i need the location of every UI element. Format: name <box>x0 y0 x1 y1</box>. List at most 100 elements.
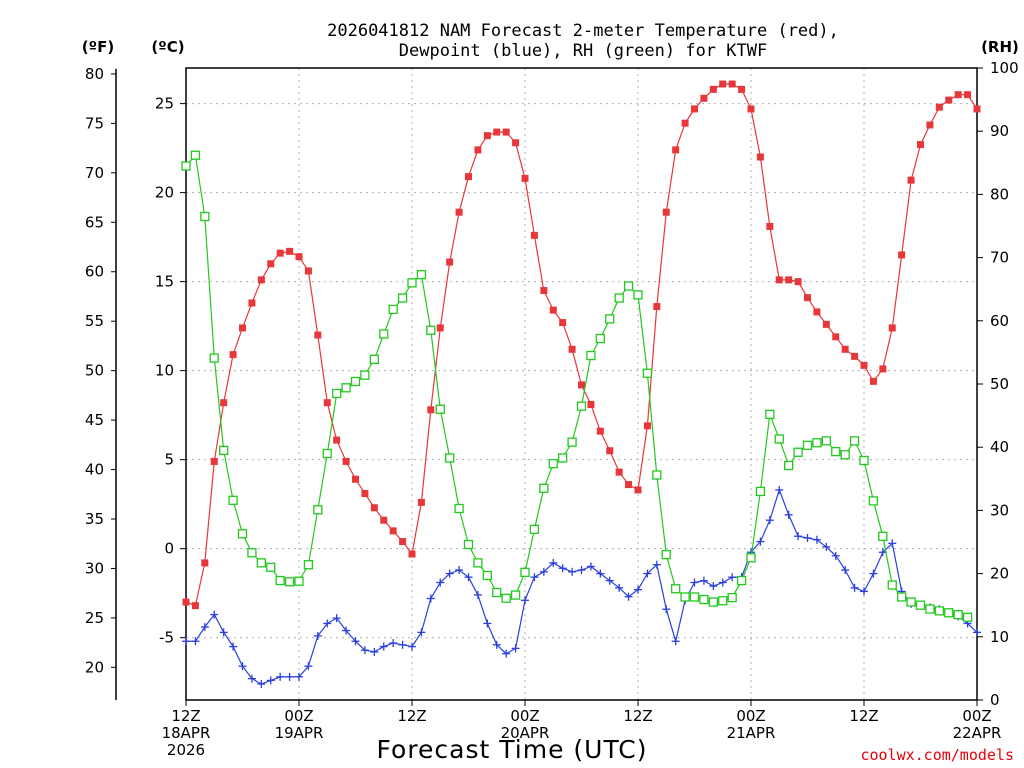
rh-tick-label: 80 <box>990 185 1009 203</box>
rh-point <box>416 270 427 280</box>
rh-point <box>181 161 191 171</box>
temperature-point <box>276 249 284 257</box>
rh-point <box>256 558 266 568</box>
rh-point <box>897 592 907 602</box>
temperature-point <box>964 91 972 99</box>
rh-point <box>228 495 238 505</box>
temperature-point <box>719 80 727 88</box>
celsius-tick-label: -5 <box>159 629 174 647</box>
rh-point <box>652 470 662 480</box>
temperature-point <box>907 176 915 184</box>
dewpoint-point <box>775 485 784 494</box>
dewpoint-point <box>577 566 586 575</box>
x-tick-label: 21APR <box>727 724 776 742</box>
dewpoint-point <box>888 539 897 548</box>
temperature-point <box>239 324 246 332</box>
temperature-point <box>568 345 576 353</box>
temperature-point <box>427 406 435 414</box>
temperature-point <box>728 80 736 88</box>
dewpoint-point <box>266 676 275 685</box>
dewpoint-point <box>718 578 727 587</box>
rh-point <box>944 608 954 618</box>
temperature-series-line <box>185 83 978 607</box>
rh-point <box>821 436 831 446</box>
temperature-point <box>295 253 303 261</box>
rh-point <box>633 290 643 300</box>
rh-point <box>379 329 389 339</box>
temperature-point <box>766 222 774 230</box>
temperature-point <box>530 231 538 239</box>
dewpoint-point <box>191 637 200 646</box>
dewpoint-point <box>615 583 624 592</box>
temperature-point <box>314 331 322 339</box>
temperature-point <box>945 96 953 104</box>
fahrenheit-tick-label: 50 <box>85 362 104 380</box>
rh-point <box>482 570 492 581</box>
dewpoint-point <box>643 569 652 578</box>
dewpoint-point <box>257 679 266 688</box>
x-tick-label: 12Z <box>171 707 200 725</box>
dewpoint-point <box>699 576 708 585</box>
rh-point <box>680 592 690 602</box>
dewpoint-point <box>728 573 737 582</box>
rh-point <box>934 606 944 616</box>
fahrenheit-tick-label: 70 <box>85 164 104 182</box>
temperature-point <box>625 481 633 489</box>
rh-point <box>200 211 210 222</box>
rh-point <box>746 553 756 563</box>
temperature-point <box>352 475 359 483</box>
temperature-point <box>672 146 680 154</box>
temperature-point <box>549 306 557 314</box>
rh-point <box>576 401 587 411</box>
x-tick-label: 12Z <box>849 707 878 725</box>
temperature-point <box>578 381 585 389</box>
dewpoint-point <box>200 623 209 632</box>
dewpoint-point <box>634 585 642 594</box>
x-axis-title: Forecast Time (UTC) <box>377 735 648 764</box>
temperature-point <box>540 287 548 295</box>
dewpoint-point <box>238 662 247 671</box>
dewpoint-point <box>812 535 821 544</box>
dewpoint-point <box>662 605 671 614</box>
temperature-point <box>323 399 331 407</box>
dewpoint-point <box>841 566 850 575</box>
credit-link[interactable]: coolwx.com/models <box>860 746 1014 764</box>
rh-series-line <box>185 153 968 618</box>
temperature-point <box>304 267 312 275</box>
temperature-point <box>229 351 237 359</box>
temperature-point <box>342 457 350 465</box>
rh-tick-label: 100 <box>990 59 1019 77</box>
dewpoint-point <box>652 560 661 569</box>
temperature-point <box>596 427 604 435</box>
rh-point <box>539 483 549 493</box>
rh-point <box>859 455 869 466</box>
dewpoint-point <box>869 569 878 578</box>
temperature-point <box>691 105 698 113</box>
dewpoint-point <box>794 532 803 541</box>
rh-point <box>322 448 332 459</box>
temperature-point <box>822 320 830 328</box>
rh-point <box>840 450 850 460</box>
rh-tick-label: 40 <box>990 438 1009 456</box>
temperature-point <box>465 173 472 181</box>
temperature-point <box>851 352 859 360</box>
dewpoint-point <box>473 590 482 599</box>
temperature-point <box>370 504 378 512</box>
fahrenheit-tick-label: 45 <box>85 411 104 429</box>
temperature-point <box>417 498 425 506</box>
dewpoint-point <box>219 628 228 637</box>
rh-point <box>407 278 417 288</box>
fahrenheit-tick-label: 75 <box>85 114 104 132</box>
temperature-point <box>361 489 369 497</box>
fahrenheit-tick-label: 30 <box>85 559 104 577</box>
dewpoint-point <box>850 583 859 592</box>
dewpoint-point <box>690 578 699 587</box>
dewpoint-point <box>605 576 614 585</box>
dewpoint-point <box>398 640 407 649</box>
temperature-point <box>888 324 896 332</box>
rh-point <box>332 388 342 399</box>
fahrenheit-tick-label: 80 <box>85 65 104 83</box>
x-tick-label: 12Z <box>397 707 426 725</box>
x-tick-label: 19APR <box>275 724 324 742</box>
dewpoint-point <box>624 592 633 601</box>
